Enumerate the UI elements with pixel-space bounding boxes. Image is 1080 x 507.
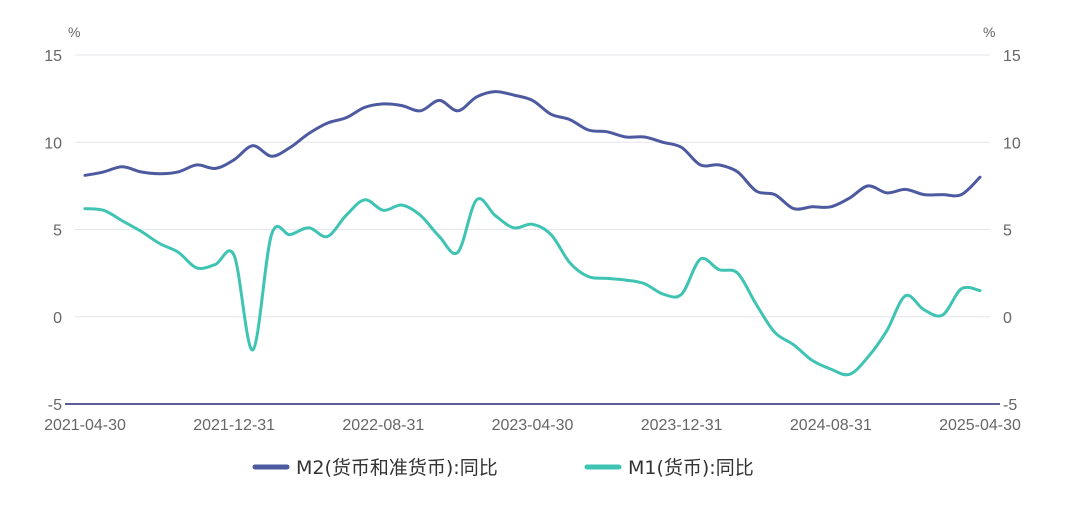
legend-label-m2: M2(货币和准货币):同比 — [296, 457, 498, 479]
x-tick-label: 2024-08-31 — [790, 417, 872, 434]
series-line-m1 — [83, 197, 982, 377]
y-left-tick-label: 15 — [44, 48, 62, 65]
x-tick-label: 2021-12-31 — [193, 417, 275, 434]
legend: M2(货币和准货币):同比 M1(货币):同比 — [252, 457, 754, 479]
x-tick-label: 2021-04-30 — [44, 417, 126, 434]
x-tick-label: 2025-04-30 — [939, 417, 1021, 434]
series-lines — [83, 90, 982, 377]
grid-lines — [75, 54, 990, 318]
x-tick-label: 2023-12-31 — [641, 417, 723, 434]
y-right-tick-label: 0 — [1003, 310, 1012, 327]
x-tick-label: 2023-04-30 — [492, 417, 574, 434]
y-left-tick-label: -5 — [48, 397, 62, 414]
series-line-m2 — [83, 90, 982, 211]
y-left-tick-label: 5 — [53, 223, 62, 240]
axes: 15 10 5 0 -5 15 10 5 0 -5% % 2021-04-30 2021-12-31 20… — [44, 24, 1021, 434]
y-left-unit: % — [68, 24, 80, 40]
y-right-tick-label: 5 — [1003, 223, 1012, 240]
y-left-tick-label: 0 — [53, 310, 62, 327]
y-right-tick-label: -5 — [1003, 397, 1017, 414]
y-right-tick-label: 15 — [1003, 48, 1021, 65]
y-right-tick-label: 10 — [1003, 135, 1021, 152]
legend-label-m1: M1(货币):同比 — [628, 457, 754, 479]
y-left-tick-label: 10 — [44, 135, 62, 152]
x-tick-label: 2022-08-31 — [342, 417, 424, 434]
y-right-unit: % — [983, 24, 995, 40]
